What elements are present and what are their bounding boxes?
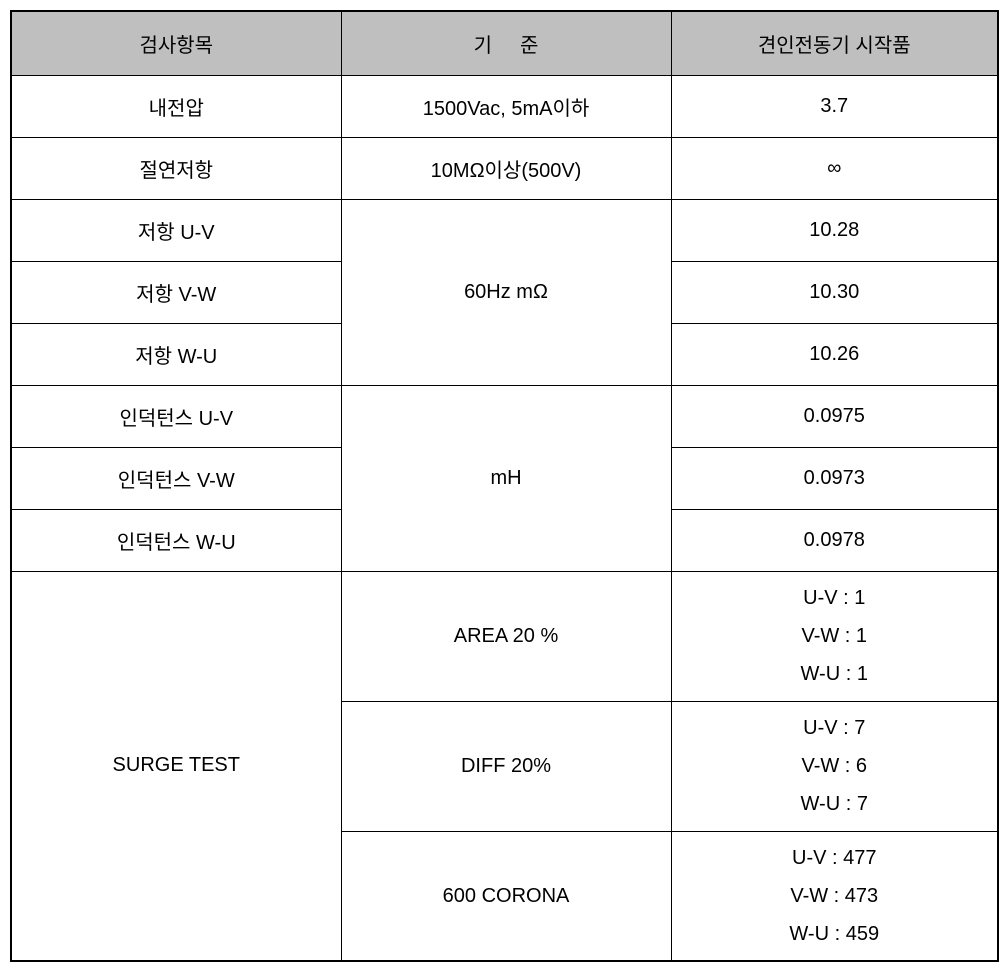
surge-test-label: SURGE TEST [11,571,341,961]
insulation-value: ∞ [671,137,998,199]
inductance-uv-value: 0.0975 [671,385,998,447]
table-row: 저항 U-V 60Hz mΩ 10.28 [11,199,998,261]
inductance-vw-value: 0.0973 [671,447,998,509]
surge-diff-values: U-V : 7 V-W : 6 W-U : 7 [671,701,998,831]
withstand-voltage-standard: 1500Vac, 5mA이하 [341,75,671,137]
inductance-uv-label: 인덕턴스 U-V [11,385,341,447]
surge-diff-wu: W-U : 7 [672,785,998,823]
surge-area-vw: V-W : 1 [672,617,998,655]
inductance-standard: mH [341,385,671,571]
inductance-vw-label: 인덕턴스 V-W [11,447,341,509]
surge-corona-standard: 600 CORONA [341,831,671,961]
surge-corona-values: U-V : 477 V-W : 473 W-U : 459 [671,831,998,961]
resistance-standard: 60Hz mΩ [341,199,671,385]
resistance-vw-value: 10.30 [671,261,998,323]
table-row: 인덕턴스 U-V mH 0.0975 [11,385,998,447]
table-header-row: 검사항목 기준 견인전동기 시작품 [11,11,998,75]
inductance-wu-label: 인덕턴스 W-U [11,509,341,571]
surge-diff-uv: U-V : 7 [672,709,998,747]
insulation-label: 절연저항 [11,137,341,199]
withstand-voltage-value: 3.7 [671,75,998,137]
resistance-vw-label: 저항 V-W [11,261,341,323]
withstand-voltage-label: 내전압 [11,75,341,137]
inductance-wu-value: 0.0978 [671,509,998,571]
surge-corona-uv: U-V : 477 [672,839,998,877]
header-standard-label: 기준 [446,35,567,57]
resistance-wu-label: 저항 W-U [11,323,341,385]
header-prototype: 견인전동기 시작품 [671,11,998,75]
table-row: 절연저항 10MΩ이상(500V) ∞ [11,137,998,199]
table-row: SURGE TEST AREA 20 % U-V : 1 V-W : 1 W-U… [11,571,998,701]
surge-area-values: U-V : 1 V-W : 1 W-U : 1 [671,571,998,701]
surge-corona-wu: W-U : 459 [672,915,998,953]
insulation-standard: 10MΩ이상(500V) [341,137,671,199]
surge-area-standard: AREA 20 % [341,571,671,701]
resistance-uv-value: 10.28 [671,199,998,261]
surge-diff-vw: V-W : 6 [672,747,998,785]
table-row: 내전압 1500Vac, 5mA이하 3.7 [11,75,998,137]
surge-area-uv: U-V : 1 [672,579,998,617]
inspection-table: 검사항목 기준 견인전동기 시작품 내전압 1500Vac, 5mA이하 3.7… [10,10,999,962]
resistance-wu-value: 10.26 [671,323,998,385]
surge-area-wu: W-U : 1 [672,655,998,693]
header-standard: 기준 [341,11,671,75]
surge-diff-standard: DIFF 20% [341,701,671,831]
surge-corona-vw: V-W : 473 [672,877,998,915]
resistance-uv-label: 저항 U-V [11,199,341,261]
header-inspection-item: 검사항목 [11,11,341,75]
